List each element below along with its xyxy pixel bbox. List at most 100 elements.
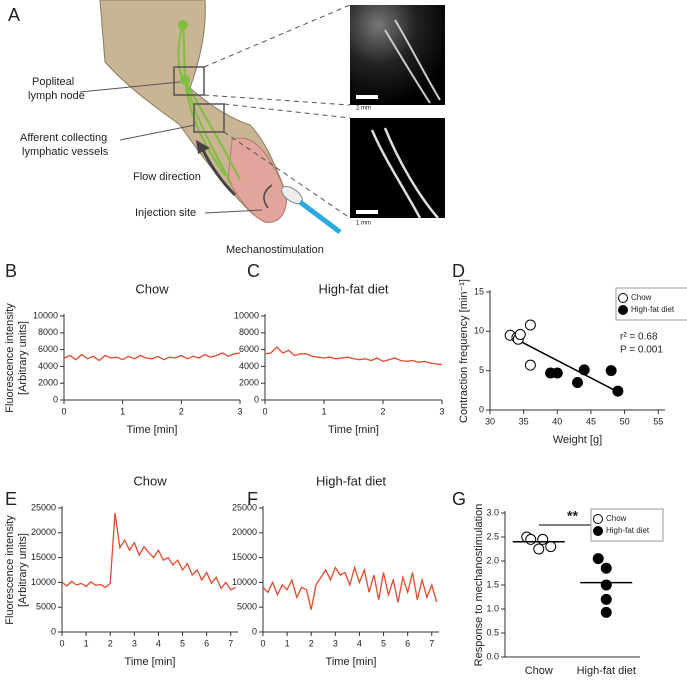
panel-letter: B [5, 261, 17, 281]
y-tick-label: 5 [479, 365, 484, 375]
x-tick-label: 30 [485, 416, 495, 426]
annotation: P = 0.001 [620, 345, 663, 356]
point [600, 606, 612, 618]
x-tick-label: 3 [132, 638, 137, 648]
y-tick-label: 6000 [38, 344, 58, 354]
x-tick-label: 50 [620, 416, 630, 426]
x-tick-label: 5 [381, 638, 386, 648]
y-tick-label: 2000 [239, 378, 259, 388]
foot [227, 137, 287, 223]
y-tick-label: 15000 [232, 552, 257, 562]
x-axis-title: Weight [g] [553, 434, 602, 446]
micrograph-vessel [370, 127, 439, 219]
x-tick-label: 2 [309, 638, 314, 648]
point [578, 364, 590, 376]
y-tick-label: 5000 [237, 602, 257, 612]
x-tick-label: 1 [321, 406, 326, 416]
x-tick-label: 3 [237, 406, 242, 416]
x-tick-label: 4 [357, 638, 362, 648]
significance: ** [567, 508, 578, 524]
x-tick-label: Chow [525, 665, 553, 677]
trace [61, 512, 236, 591]
y-tick-label: 0 [51, 626, 56, 636]
label: Mechanostimulation [226, 244, 324, 256]
label: lymphatic vessels [22, 146, 109, 158]
fit-line [509, 335, 619, 393]
legend-marker [593, 514, 603, 524]
chart-title: High-fat diet [316, 473, 386, 488]
y-tick-label: 10000 [234, 310, 259, 320]
x-axis-title: Time [min] [127, 424, 178, 436]
label: lymph node [28, 90, 85, 102]
trace [262, 565, 438, 610]
x-tick-label: 2 [179, 406, 184, 416]
point [533, 543, 545, 555]
point [612, 385, 624, 397]
trace [264, 346, 443, 366]
panel-letter: A [8, 5, 20, 25]
point [524, 359, 536, 371]
x-tick-label: 35 [519, 416, 529, 426]
y-tick-label: 4000 [38, 361, 58, 371]
point [592, 553, 604, 565]
x-tick-label: 0 [260, 638, 265, 648]
y-tick-label: 3.0 [486, 507, 499, 517]
x-axis-title: Time [min] [125, 656, 176, 668]
y-tick-label: 10 [474, 326, 484, 336]
x-tick-label: 4 [156, 638, 161, 648]
chart-title: High-fat diet [318, 281, 388, 296]
y-axis-title: Fluorescence intensity [4, 303, 16, 413]
panel-letter: G [452, 489, 466, 509]
micrograph-vessel [384, 19, 441, 104]
scale-bar [356, 210, 378, 214]
y-tick-label: 0 [479, 404, 484, 414]
x-tick-label: 2 [380, 406, 385, 416]
leader-lines [79, 81, 263, 214]
point [600, 562, 612, 574]
x-tick-label: 1 [285, 638, 290, 648]
y-axis-title: Contraction frequency [min⁻¹] [458, 279, 470, 423]
point [551, 367, 563, 379]
x-tick-label: 7 [429, 638, 434, 648]
y-tick-label: 1.0 [486, 603, 499, 613]
x-tick-label: 2 [108, 638, 113, 648]
y-tick-label: 0.5 [486, 627, 499, 637]
x-tick-label: 0 [262, 406, 267, 416]
legend-marker [618, 305, 628, 315]
node [180, 75, 190, 85]
scale-label: 1 mm [356, 221, 371, 227]
point [605, 365, 617, 377]
scale-bar [356, 95, 378, 99]
label: Flow direction [133, 171, 201, 183]
x-axis-title: Time [min] [326, 656, 377, 668]
legend-label: Chow [631, 293, 652, 302]
y-tick-label: 20000 [31, 527, 56, 537]
label: Injection site [135, 207, 196, 219]
legend [590, 508, 664, 542]
x-tick-label: 45 [586, 416, 596, 426]
y-tick-label: 2.0 [486, 555, 499, 565]
y-tick-label: 8000 [239, 327, 259, 337]
y-tick-label: 15 [474, 286, 484, 296]
chart-title: Chow [133, 473, 167, 488]
point [600, 593, 612, 605]
y-tick-label: 10000 [31, 577, 56, 587]
panel-letter: C [247, 261, 260, 281]
y-tick-label: 10000 [33, 310, 58, 320]
x-tick-label: 1 [84, 638, 89, 648]
x-tick-label: 1 [120, 406, 125, 416]
point [537, 533, 549, 545]
x-tick-label: High-fat diet [577, 665, 636, 677]
probe [298, 200, 342, 234]
legend [615, 287, 687, 321]
annotation: r² = 0.68 [620, 332, 658, 343]
node [178, 20, 188, 30]
y-tick-label: 8000 [38, 327, 58, 337]
chart-title: Chow [135, 281, 169, 296]
trace [63, 352, 241, 362]
x-tick-label: 0 [61, 406, 66, 416]
zoom-box [193, 103, 225, 133]
x-tick-label: 6 [204, 638, 209, 648]
y-axis-title: Fluorescence intensity [4, 515, 16, 625]
y-tick-label: 5000 [36, 602, 56, 612]
